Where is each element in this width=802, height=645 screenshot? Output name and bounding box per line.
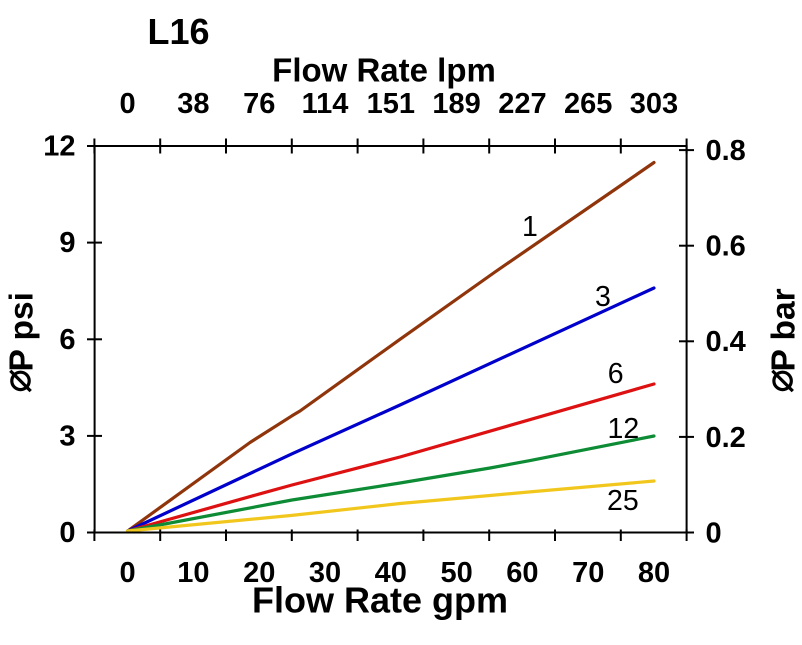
svg-text:P bar: P bar — [766, 288, 802, 371]
svg-text:265: 265 — [564, 88, 612, 120]
svg-text:3: 3 — [59, 420, 75, 452]
svg-text:1: 1 — [522, 211, 538, 243]
svg-text:25: 25 — [607, 485, 639, 517]
svg-text:76: 76 — [243, 88, 275, 120]
svg-text:Flow Rate lpm: Flow Rate lpm — [272, 51, 496, 88]
svg-text:10: 10 — [177, 557, 209, 589]
svg-text:0.4: 0.4 — [706, 326, 746, 358]
svg-text:0.8: 0.8 — [706, 135, 746, 167]
svg-text:80: 80 — [638, 557, 670, 589]
svg-text:L16: L16 — [148, 11, 210, 52]
svg-text:60: 60 — [506, 557, 538, 589]
svg-text:9: 9 — [59, 227, 75, 259]
svg-text:3: 3 — [595, 281, 611, 313]
svg-text:P psi: P psi — [3, 292, 40, 371]
svg-text:227: 227 — [498, 88, 546, 120]
svg-text:0.2: 0.2 — [706, 422, 746, 454]
svg-text:12: 12 — [43, 131, 75, 163]
svg-text:38: 38 — [177, 88, 209, 120]
svg-text:0: 0 — [120, 557, 136, 589]
svg-text:0.6: 0.6 — [706, 231, 746, 263]
svg-text:6: 6 — [59, 324, 75, 356]
svg-text:151: 151 — [367, 88, 415, 120]
svg-text:303: 303 — [630, 88, 678, 120]
svg-text:0: 0 — [120, 88, 136, 120]
svg-text:0: 0 — [706, 517, 722, 549]
svg-text:Flow Rate gpm: Flow Rate gpm — [252, 580, 508, 621]
svg-text:12: 12 — [608, 413, 640, 445]
svg-text:114: 114 — [302, 88, 349, 120]
svg-text:189: 189 — [432, 88, 480, 120]
svg-text:70: 70 — [572, 557, 604, 589]
svg-text:0: 0 — [59, 517, 75, 549]
svg-text:6: 6 — [608, 358, 624, 390]
